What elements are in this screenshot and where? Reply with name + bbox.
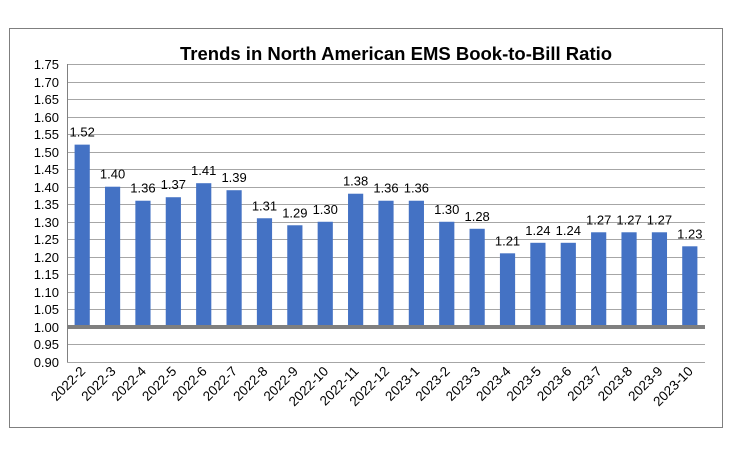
bar [591,232,607,327]
data-label: 1.40 [100,167,125,182]
bar [317,221,333,327]
data-label: 1.28 [464,209,489,224]
data-label: 1.29 [282,205,307,220]
y-tick-label: 1.15 [34,267,59,282]
data-label: 1.37 [161,177,186,192]
y-tick-label: 1.75 [34,57,59,72]
bar [651,232,668,327]
bar [74,144,90,327]
data-label: 1.52 [70,125,95,140]
data-label: 1.36 [373,181,398,196]
y-tick-label: 1.25 [34,232,59,247]
y-tick-label: 1.50 [34,145,59,160]
y-tick-label: 1.20 [34,250,59,265]
x-axis-tick-labels: 2022-22022-32022-42022-52022-62022-72022… [48,363,696,409]
y-tick-label: 1.55 [34,127,59,142]
bar [104,186,121,327]
data-label: 1.27 [647,212,672,227]
y-tick-label: 1.45 [34,162,59,177]
bar [499,253,516,327]
bar [196,183,212,327]
y-tick-label: 1.70 [34,75,59,90]
y-tick-label: 1.40 [34,180,59,195]
bar [439,221,455,327]
bar [348,193,364,327]
y-tick-label: 1.65 [34,92,59,107]
bar [469,228,485,327]
data-label: 1.36 [130,181,155,196]
chart-title: Trends in North American EMS Book-to-Bil… [180,43,613,64]
y-tick-label: 1.35 [34,197,59,212]
y-axis-tick-labels: 0.90 0.95 1.00 1.05 1.10 1.15 1.20 1.25 1.30 1.35… [34,57,59,370]
data-label: 1.39 [221,170,246,185]
bar [682,246,698,327]
data-label: 1.21 [495,233,520,248]
y-tick-label: 1.30 [34,215,59,230]
bar [256,218,273,327]
chart-frame [9,28,723,428]
y-tick-label: 1.05 [34,302,59,317]
bar [135,200,151,327]
y-tick-label: 1.10 [34,285,59,300]
y-tick-label: 0.95 [34,337,59,352]
data-label: 1.36 [404,181,429,196]
bar [226,190,242,327]
data-label: 1.24 [525,223,550,238]
bar [560,242,576,327]
bar [621,232,637,327]
y-tick-label: 1.00 [34,320,59,335]
data-label: 1.41 [191,163,216,178]
data-labels: 1.52 1.40 1.36 1.37 1.41 1.39 1.31 1.29 1.30 1.38… [70,125,703,249]
data-label: 1.30 [434,202,459,217]
data-label: 1.38 [343,174,368,189]
y-tick-label: 0.90 [34,355,59,370]
bar [165,197,181,327]
data-label: 1.24 [556,223,581,238]
bar [408,200,424,327]
bar [530,242,546,327]
data-label: 1.23 [677,226,702,241]
y-tick-label: 1.60 [34,110,59,125]
data-label: 1.30 [313,202,338,217]
bar [287,225,303,327]
bar [378,200,394,327]
bars [74,144,698,327]
data-label: 1.27 [586,212,611,227]
data-label: 1.31 [252,198,277,213]
data-label: 1.27 [616,212,641,227]
